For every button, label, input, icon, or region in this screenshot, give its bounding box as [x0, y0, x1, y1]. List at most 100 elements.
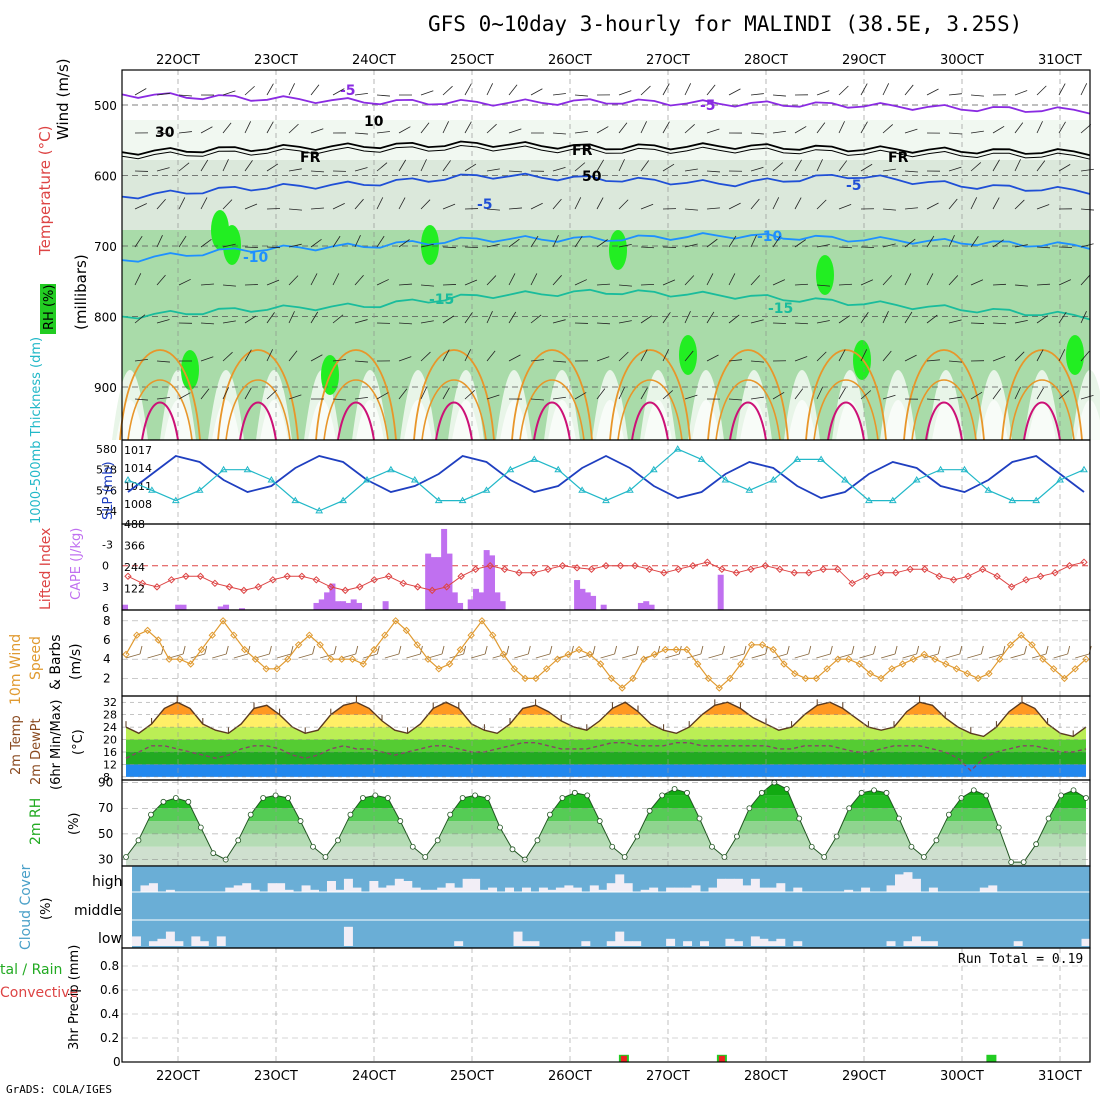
wind-barb — [288, 168, 302, 172]
wind-barb — [398, 645, 402, 655]
cloud-bar — [505, 887, 515, 892]
wind-barb — [156, 132, 170, 135]
wind-barb — [574, 162, 586, 172]
wind-barb — [244, 85, 255, 96]
wind-barb — [706, 311, 715, 324]
rh-point — [272, 792, 279, 799]
wind-barb — [420, 351, 431, 362]
thickness-tick-label: 578 — [96, 464, 117, 477]
rh-point — [197, 824, 204, 831]
contour-label: -5 — [700, 98, 716, 114]
wind-barb — [882, 350, 892, 362]
top-date-label: 29OCT — [842, 53, 886, 68]
run-total-label: Run Total = 0.19 — [958, 952, 1084, 967]
lifted-index-point — [602, 562, 610, 570]
contour-label: -15 — [768, 301, 793, 317]
wind-axis-label: & Barbs — [48, 635, 64, 691]
wind-barb — [464, 163, 477, 172]
wind-barb — [1036, 85, 1047, 96]
slp-tick-label: 1008 — [124, 498, 152, 511]
lifted-index-point — [428, 586, 436, 595]
wind-barb — [728, 359, 742, 362]
wind-speed-point — [564, 650, 572, 659]
wind-barb — [298, 653, 313, 659]
wind-barb — [1014, 122, 1024, 134]
cape-bar — [329, 583, 336, 610]
lifted-index-point — [906, 565, 914, 573]
bottom-date-label: 31OCT — [1038, 1069, 1082, 1084]
wind-barb — [310, 311, 319, 324]
cloud-bar — [886, 885, 896, 892]
isotherm-arch — [315, 349, 397, 441]
rh-band — [126, 846, 1086, 866]
wind-barb — [222, 199, 233, 210]
wind-barb — [894, 645, 898, 655]
wind-barb — [190, 653, 205, 659]
wind-barb — [134, 88, 147, 96]
wind-barb — [838, 121, 845, 134]
wind-barb — [773, 653, 788, 659]
wind-barb — [794, 653, 809, 659]
rh-band — [126, 782, 1086, 796]
wind-speed-point — [812, 674, 821, 683]
rh-point — [983, 792, 990, 799]
wind-barb — [706, 238, 718, 248]
cloud-layer-label: high — [92, 874, 123, 890]
cloud-bar — [199, 941, 209, 946]
lifted-index-point — [732, 569, 741, 577]
wind-barb — [1080, 168, 1094, 172]
wind-speed-point — [521, 674, 529, 683]
wind-barb — [486, 243, 500, 248]
cloud-bar — [691, 885, 701, 892]
wind-barb — [508, 238, 520, 248]
cloud-bar — [462, 878, 472, 892]
wind-barb — [684, 168, 698, 172]
rh-tick-label: 50 — [98, 827, 113, 841]
rh-point — [684, 789, 690, 796]
cloud-bar — [1013, 941, 1023, 946]
chart-title: GFS 0~10day 3-hourly for MALINDI (38.5E,… — [428, 12, 1023, 36]
lifted-index-point — [341, 586, 349, 595]
lifted-index-point — [370, 576, 378, 584]
cloud-bar — [903, 941, 913, 946]
wind-barb — [420, 90, 434, 96]
rh-point — [148, 811, 154, 818]
wind-barb — [442, 121, 449, 134]
wind-barb — [662, 279, 676, 286]
wind-barb — [662, 390, 674, 400]
wind-speed-point — [791, 669, 799, 678]
wind-barb — [178, 235, 187, 248]
cloud-bar — [708, 887, 718, 892]
wind-barb — [992, 388, 1002, 400]
wind-speed-point — [143, 626, 152, 635]
wind-barb — [552, 396, 566, 400]
thickness-axis-label: 1000-500mb Thickness (dm) — [29, 337, 44, 524]
wind-speed-point — [683, 645, 691, 654]
lifted-index-point — [269, 576, 277, 584]
isotherm-line — [121, 172, 1091, 200]
wind-barb — [332, 359, 346, 362]
cloud-bar — [632, 941, 642, 946]
rh-dry-cell — [452, 400, 480, 440]
rh-point — [921, 854, 927, 860]
rh-point — [721, 854, 728, 860]
wind-barb — [156, 167, 170, 172]
cloud-layer-label: low — [98, 931, 122, 947]
wind-barb — [618, 122, 628, 134]
bottom-date-label: 23OCT — [254, 1069, 298, 1084]
rh-saturated-cell — [211, 210, 229, 250]
wind-barb — [156, 397, 170, 400]
wind-barb — [640, 160, 649, 172]
wind-barb — [816, 199, 827, 210]
cloud-bar — [191, 936, 201, 946]
pressure-tick-label: 500 — [94, 99, 117, 113]
wind-barb — [970, 391, 983, 400]
wind-barb — [640, 315, 653, 324]
wind-barb — [288, 123, 299, 134]
isotherm-arch — [903, 349, 985, 441]
temp-fill — [126, 702, 1086, 777]
wind-speed-point — [1017, 631, 1025, 639]
wind-barb — [860, 312, 869, 324]
rh-point — [260, 795, 267, 801]
wind-speed-point — [230, 631, 238, 639]
